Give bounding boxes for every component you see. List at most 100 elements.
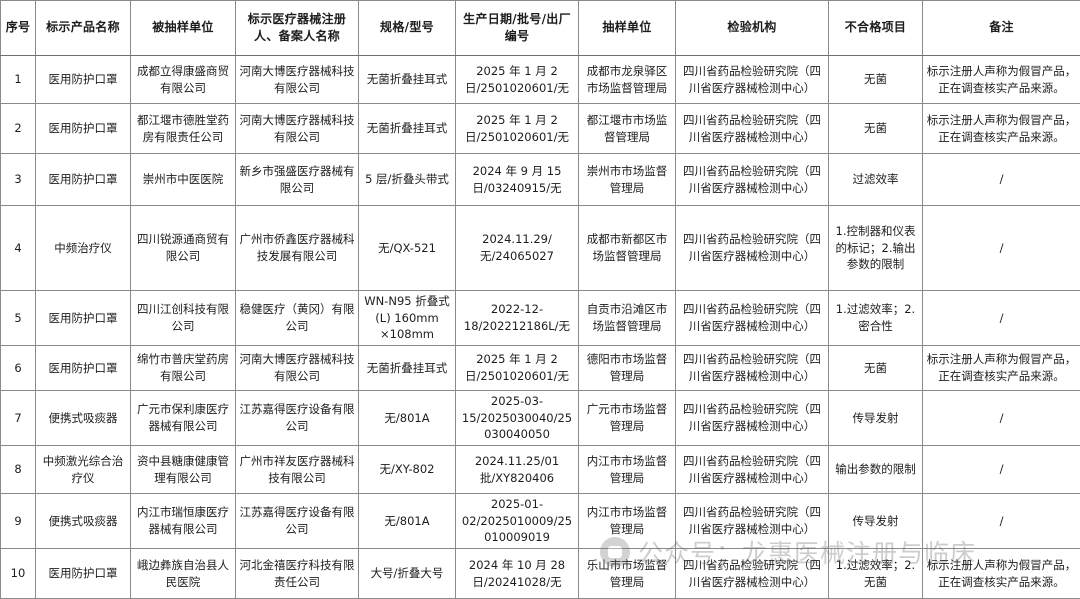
cell-fail-item: 无菌	[829, 56, 923, 104]
cell-registrant: 江苏嘉得医疗设备有限公司	[236, 494, 359, 549]
cell-spec: 无/QX-521	[359, 206, 456, 291]
cell-institution: 四川省药品检验研究院（四川省医疗器械检测中心）	[676, 104, 829, 154]
column-header-date-batch: 生产日期/批号/出厂编号	[456, 1, 579, 56]
cell-remark: 标示注册人声称为假冒产品，正在调查核实产品来源。	[923, 104, 1080, 154]
cell-date-batch: 2025-01-02/2025010009/25010009019	[456, 494, 579, 549]
cell-seq: 1	[1, 56, 36, 104]
header-row: 序号 标示产品名称 被抽样单位 标示医疗器械注册人、备案人名称 规格/型号 生产…	[1, 1, 1080, 56]
cell-fail-item: 1.过滤效率；2.密合性	[829, 291, 923, 346]
column-header-sampler: 抽样单位	[579, 1, 676, 56]
cell-registrant: 河南大博医疗器械科技有限公司	[236, 56, 359, 104]
cell-sampled-unit: 资中县糖康健康管理有限公司	[131, 446, 236, 494]
cell-registrant: 广州市侨鑫医疗器械科技发展有限公司	[236, 206, 359, 291]
cell-spec: 无/XY-802	[359, 446, 456, 494]
column-header-sampled-unit: 被抽样单位	[131, 1, 236, 56]
cell-product: 便携式吸痰器	[36, 391, 131, 446]
cell-fail-item: 过滤效率	[829, 154, 923, 206]
cell-sampled-unit: 绵竹市普庆堂药房有限公司	[131, 346, 236, 391]
cell-institution: 四川省药品检验研究院（四川省医疗器械检测中心）	[676, 154, 829, 206]
cell-sampler: 内江市市场监督管理局	[579, 446, 676, 494]
cell-remark: 标示注册人声称为假冒产品，正在调查核实产品来源。	[923, 549, 1080, 599]
cell-seq: 6	[1, 346, 36, 391]
cell-spec: 无/801A	[359, 494, 456, 549]
cell-product: 医用防护口罩	[36, 346, 131, 391]
cell-sampled-unit: 四川江创科技有限公司	[131, 291, 236, 346]
cell-date-batch: 2025-03-15/2025030040/25030040050	[456, 391, 579, 446]
cell-product: 便携式吸痰器	[36, 494, 131, 549]
cell-fail-item: 无菌	[829, 346, 923, 391]
cell-institution: 四川省药品检验研究院（四川省医疗器械检测中心）	[676, 494, 829, 549]
cell-date-batch: 2025 年 1 月 2 日/2501020601/无	[456, 104, 579, 154]
cell-sampler: 乐山市市场监督管理局	[579, 549, 676, 599]
cell-sampled-unit: 四川锐源通商贸有限公司	[131, 206, 236, 291]
cell-seq: 2	[1, 104, 36, 154]
cell-sampler: 德阳市市场监督管理局	[579, 346, 676, 391]
cell-date-batch: 2024.11.25/01 批/XY820406	[456, 446, 579, 494]
cell-seq: 5	[1, 291, 36, 346]
column-header-fail-item: 不合格项目	[829, 1, 923, 56]
cell-sampler: 都江堰市市场监督管理局	[579, 104, 676, 154]
cell-product: 医用防护口罩	[36, 154, 131, 206]
cell-registrant: 河南大博医疗器械科技有限公司	[236, 104, 359, 154]
cell-seq: 9	[1, 494, 36, 549]
cell-sampler: 成都市新都区市场监督管理局	[579, 206, 676, 291]
cell-date-batch: 2024 年 9 月 15 日/03240915/无	[456, 154, 579, 206]
cell-spec: 大号/折叠大号	[359, 549, 456, 599]
cell-product: 中频激光综合治疗仪	[36, 446, 131, 494]
cell-sampled-unit: 内江市瑞恒康医疗器械有限公司	[131, 494, 236, 549]
cell-remark: 标示注册人声称为假冒产品，正在调查核实产品来源。	[923, 56, 1080, 104]
cell-fail-item: 1.控制器和仪表的标记；2.输出参数的限制	[829, 206, 923, 291]
cell-date-batch: 2025 年 1 月 2 日/2501020601/无	[456, 56, 579, 104]
cell-seq: 4	[1, 206, 36, 291]
cell-spec: 无菌折叠挂耳式	[359, 104, 456, 154]
cell-institution: 四川省药品检验研究院（四川省医疗器械检测中心）	[676, 446, 829, 494]
cell-remark: /	[923, 206, 1080, 291]
cell-sampler: 成都市龙泉驿区市场监督管理局	[579, 56, 676, 104]
cell-fail-item: 无菌	[829, 104, 923, 154]
cell-product: 中频治疗仪	[36, 206, 131, 291]
cell-spec: 5 层/折叠头带式	[359, 154, 456, 206]
cell-product: 医用防护口罩	[36, 291, 131, 346]
column-header-remark: 备注	[923, 1, 1080, 56]
cell-registrant: 河北金禧医疗科技有限责任公司	[236, 549, 359, 599]
cell-fail-item: 1.过滤效率；2.无菌	[829, 549, 923, 599]
cell-registrant: 河南大博医疗器械科技有限公司	[236, 346, 359, 391]
cell-seq: 7	[1, 391, 36, 446]
cell-spec: 无/801A	[359, 391, 456, 446]
column-header-spec: 规格/型号	[359, 1, 456, 56]
cell-date-batch: 2025 年 1 月 2 日/2501020601/无	[456, 346, 579, 391]
column-header-seq: 序号	[1, 1, 36, 56]
column-header-registrant: 标示医疗器械注册人、备案人名称	[236, 1, 359, 56]
cell-spec: 无菌折叠挂耳式	[359, 346, 456, 391]
cell-date-batch: 2022-12-18/202212186L/无	[456, 291, 579, 346]
cell-fail-item: 输出参数的限制	[829, 446, 923, 494]
cell-sampler: 自贡市沿滩区市场监督管理局	[579, 291, 676, 346]
cell-product: 医用防护口罩	[36, 104, 131, 154]
cell-seq: 8	[1, 446, 36, 494]
column-header-product: 标示产品名称	[36, 1, 131, 56]
cell-remark: /	[923, 154, 1080, 206]
cell-remark: /	[923, 446, 1080, 494]
cell-institution: 四川省药品检验研究院（四川省医疗器械检测中心）	[676, 206, 829, 291]
cell-spec: 无菌折叠挂耳式	[359, 56, 456, 104]
cell-registrant: 江苏嘉得医疗设备有限公司	[236, 391, 359, 446]
column-header-institution: 检验机构	[676, 1, 829, 56]
cell-institution: 四川省药品检验研究院（四川省医疗器械检测中心）	[676, 291, 829, 346]
cell-institution: 四川省药品检验研究院（四川省医疗器械检测中心）	[676, 391, 829, 446]
inspection-results-table-sheet: 序号 标示产品名称 被抽样单位 标示医疗器械注册人、备案人名称 规格/型号 生产…	[0, 0, 1080, 575]
cell-sampler: 崇州市市场监督管理局	[579, 154, 676, 206]
cell-remark: /	[923, 391, 1080, 446]
cell-sampled-unit: 都江堰市德胜堂药房有限责任公司	[131, 104, 236, 154]
cell-sampled-unit: 崇州市中医医院	[131, 154, 236, 206]
